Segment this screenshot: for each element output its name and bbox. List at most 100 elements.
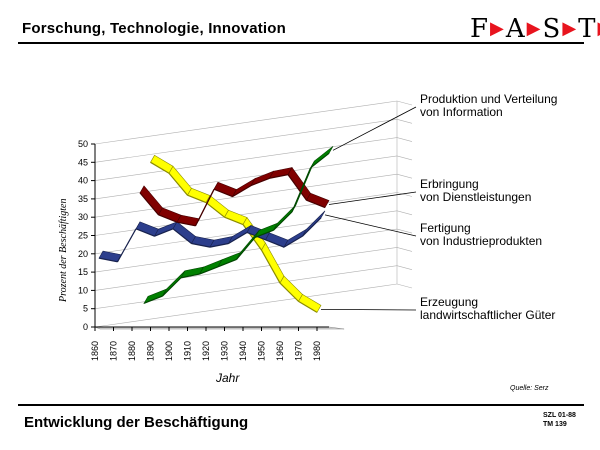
ribbon-segment (306, 192, 330, 208)
fast-logo: F▶A▶S▶T▶ (470, 14, 600, 44)
series-label: landwirtschaftlicher Güter (420, 308, 555, 322)
x-tick-label: 1930 (220, 341, 230, 361)
logo-letter-a: A (505, 14, 527, 44)
gridline (396, 247, 413, 252)
footer-code-line: TM 139 (543, 421, 567, 428)
gridline (94, 265, 398, 309)
series-ribbon (98, 210, 326, 263)
ribbon-segment (158, 207, 182, 223)
y-tick-label: 30 (78, 212, 88, 222)
ribbon-edge (291, 167, 312, 213)
ribbon-edge (209, 242, 229, 248)
chart-axes: 0 5 10 15 20 25 30 35 40 45 50 1860 1870 1880 1890 1900… (78, 139, 345, 361)
header-divider (18, 42, 584, 44)
y-tick-label: 5 (83, 304, 88, 314)
ribbon-edge (187, 194, 207, 204)
x-axis-label: Jahr (215, 371, 240, 385)
gridline (396, 228, 413, 234)
leader-line (328, 191, 417, 205)
ribbon-edge (143, 295, 163, 304)
gridline (94, 228, 398, 273)
ribbon-segment (265, 232, 289, 248)
ribbon-edge (176, 221, 196, 227)
ribbon-edge (150, 161, 170, 174)
gridline (396, 265, 413, 270)
ribbon-segment (187, 187, 211, 203)
footer-title: Entwicklung der Beschäftigung (24, 414, 249, 431)
series-label: Produktion und Verteilung (420, 92, 557, 106)
ribbon-edge (279, 282, 299, 302)
gridline (94, 100, 398, 145)
ribbon-edge (283, 235, 303, 248)
y-tick-label: 25 (78, 231, 88, 241)
gridline (94, 137, 398, 181)
series-label: Erzeugung (420, 295, 478, 309)
ribbon-edge (273, 211, 293, 231)
y-tick-label: 15 (78, 267, 88, 277)
y-tick-label: 0 (83, 322, 88, 332)
chart-ribbons (98, 146, 334, 313)
logo-arrow-icon: ▶ (490, 18, 506, 39)
x-tick-label: 1890 (146, 341, 156, 361)
ribbon-edge (224, 216, 244, 226)
gridline (396, 192, 413, 197)
series-ribbon (139, 167, 330, 227)
gridline (396, 283, 413, 289)
ribbon-edge (158, 214, 178, 223)
page-title: Forschung, Technologie, Innovation (22, 20, 287, 37)
ribbon-edge (306, 199, 326, 209)
y-tick-label: 10 (78, 285, 88, 295)
leader-line (324, 214, 417, 237)
ribbon-edge (116, 228, 137, 263)
chart-grid (94, 100, 413, 328)
ribbon-edge (232, 185, 252, 198)
ribbon-edge (199, 266, 219, 275)
gridline (396, 210, 413, 216)
ribbon-edge (213, 188, 233, 198)
ribbon-edge (194, 188, 215, 227)
ribbon-edge (162, 277, 182, 297)
x-tick-label: 1870 (109, 341, 119, 361)
ribbon-edge (250, 177, 270, 187)
y-tick-label: 20 (78, 249, 88, 259)
x-tick-label: 1970 (294, 341, 304, 361)
series-label: von Information (420, 105, 503, 119)
x-tick-label: 1880 (127, 341, 137, 361)
series-label: von Industrieprodukten (420, 234, 542, 248)
gridline (94, 247, 398, 291)
series-ribbon (143, 146, 334, 304)
gridline (94, 119, 398, 163)
ribbon-segment (224, 209, 248, 225)
logo-arrow-icon: ▶ (526, 18, 543, 39)
ribbon-segment (261, 242, 285, 284)
gridline (396, 119, 413, 124)
ribbon-edge (302, 217, 322, 237)
ribbon-edge (180, 273, 200, 279)
series-label: Fertigung (420, 221, 471, 235)
logo-arrow-icon: ▶ (562, 18, 579, 39)
ribbon-edge (287, 174, 307, 201)
gridline (94, 173, 398, 218)
series-label: Erbringung (420, 177, 479, 191)
gridline (396, 137, 413, 142)
ribbon-edge (265, 239, 285, 248)
logo-letter-f: F (470, 14, 491, 44)
ribbon-segment (168, 165, 192, 196)
x-tick-label: 1860 (90, 341, 100, 361)
y-axis-label: Prozent der Beschäftigten (58, 199, 69, 304)
x-tick-label: 1940 (238, 341, 248, 361)
y-tick-label: 50 (78, 139, 88, 149)
gridline (396, 100, 413, 106)
series-ribbon (150, 154, 322, 313)
ribbon-edge (154, 228, 174, 237)
ribbon-segment (213, 181, 237, 197)
ribbon-edge (135, 228, 155, 237)
logo-arrow-icon: ▶ (598, 18, 600, 39)
ribbon-edge (236, 237, 256, 260)
ribbon-edge (228, 231, 248, 244)
ribbon-edge (172, 228, 192, 244)
footer-divider (18, 404, 584, 406)
ribbon-edge (168, 172, 188, 196)
